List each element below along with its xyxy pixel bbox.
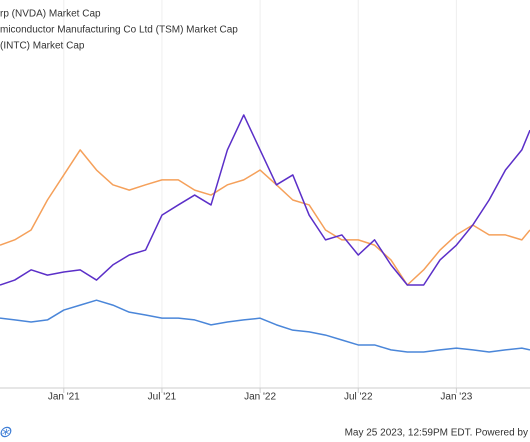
legend-label: rp (NVDA) Market Cap xyxy=(0,9,101,20)
x-tick-label: Jan '21 xyxy=(48,392,80,403)
legend-label: (INTC) Market Cap xyxy=(0,41,85,52)
footer: May 25 2023, 12:59PM EDT. Powered by xyxy=(345,428,528,439)
x-tick-label: Jan '22 xyxy=(244,392,276,403)
series-line xyxy=(0,299,530,353)
x-tick-label: Jul '21 xyxy=(148,392,177,403)
series-line xyxy=(0,114,530,286)
legend-label: miconductor Manufacturing Co Ltd (TSM) M… xyxy=(0,25,238,36)
logo: ⊛ xyxy=(0,424,12,441)
x-tick-label: Jan '23 xyxy=(440,392,472,403)
x-tick-label: Jul '22 xyxy=(344,392,373,403)
series-line xyxy=(0,149,530,286)
